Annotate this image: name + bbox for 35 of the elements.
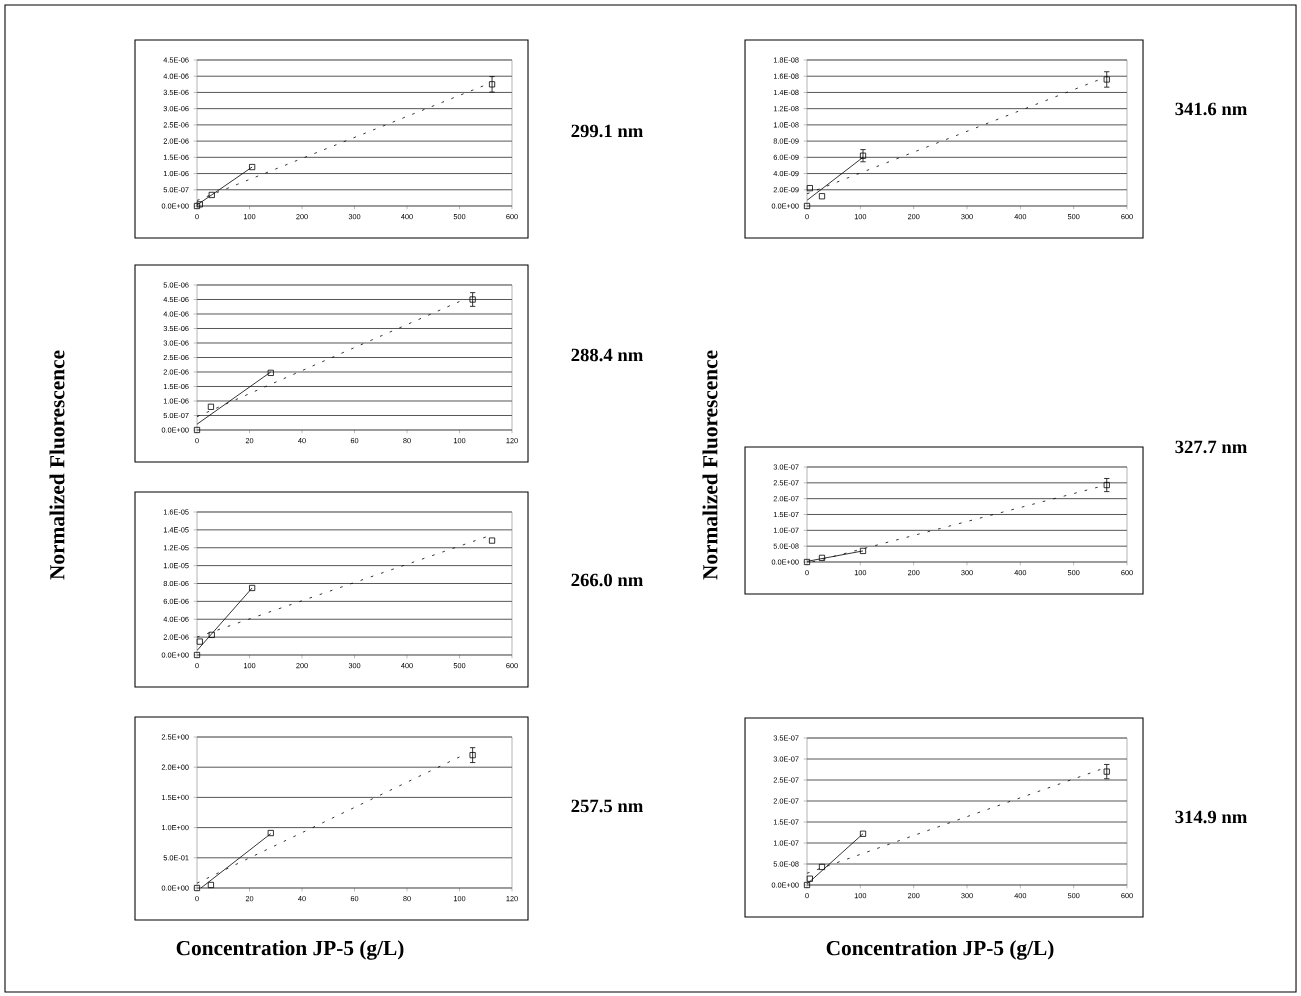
text: 341.6 nm: [1175, 102, 1248, 116]
point: [488, 537, 496, 544]
point: [469, 296, 476, 303]
point: [196, 638, 203, 645]
point: [267, 369, 274, 376]
text: 314.9 nm: [1175, 810, 1248, 824]
y-axis-title: Normalized Fluorescence: [49, 350, 65, 580]
point: [249, 163, 256, 171]
point: [1103, 481, 1110, 489]
point: [859, 152, 867, 159]
point: [1103, 768, 1110, 775]
point: [267, 829, 274, 837]
point: [806, 875, 813, 882]
point: [818, 554, 826, 561]
point: [207, 403, 214, 410]
point: [818, 193, 826, 200]
point: [859, 830, 867, 837]
point: [469, 752, 476, 759]
point: [859, 547, 867, 554]
point: [806, 185, 813, 192]
point: [818, 863, 826, 871]
y-axis-title: Normalized Fluorescence: [702, 350, 718, 580]
point: [208, 631, 215, 638]
text: 257.5 nm: [571, 799, 643, 813]
point: [207, 881, 214, 889]
text: 288.4 nm: [571, 348, 643, 362]
x-axis-title: Concentration JP-5 (g/L): [176, 940, 404, 960]
text: 266.0 nm: [571, 573, 643, 587]
text: 327.7 nm: [1175, 440, 1248, 454]
point: [488, 81, 496, 88]
x-axis-title: Concentration JP-5 (g/L): [826, 940, 1054, 960]
text: 299.1 nm: [571, 124, 643, 138]
point: [208, 191, 215, 199]
point: [249, 584, 256, 592]
point: [1103, 76, 1110, 83]
